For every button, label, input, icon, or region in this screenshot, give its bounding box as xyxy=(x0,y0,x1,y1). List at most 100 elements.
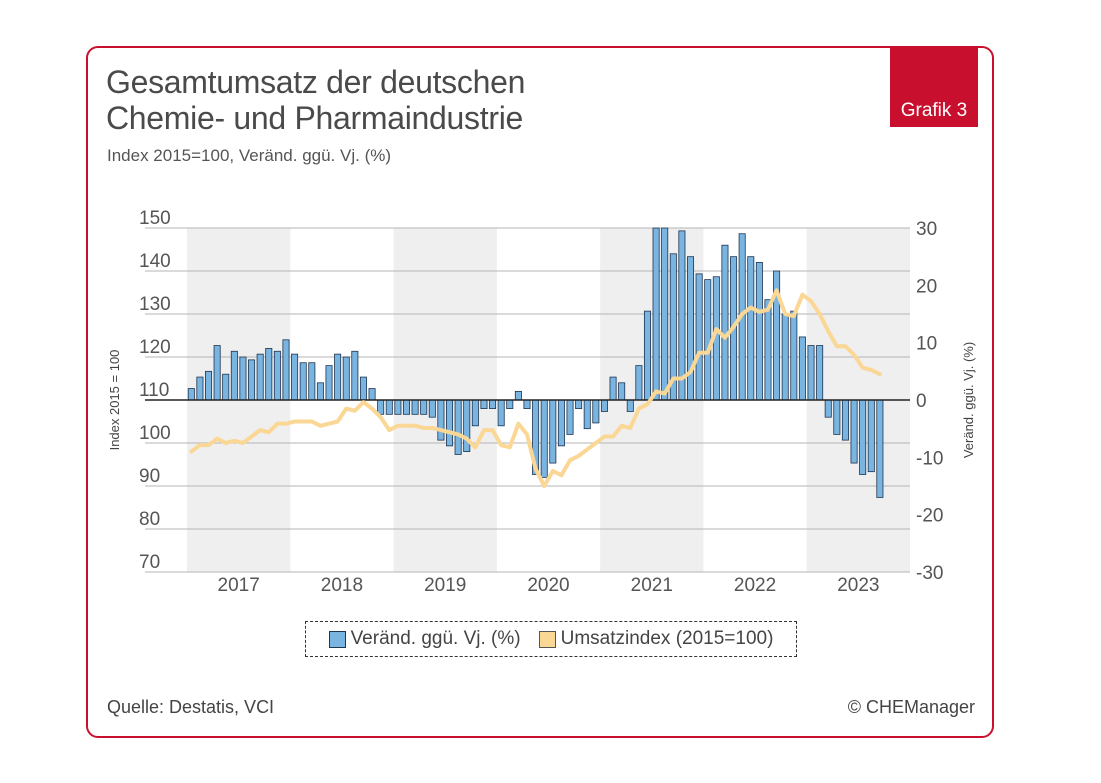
title-line-2: Chemie- und Pharmaindustrie xyxy=(106,100,523,136)
bar-mark xyxy=(609,376,617,401)
bar-mark xyxy=(497,399,505,427)
bar-mark xyxy=(549,399,557,464)
bar-mark xyxy=(446,399,454,447)
title-line-1: Gesamtumsatz der deutschen xyxy=(106,64,526,100)
bar-mark xyxy=(334,353,342,401)
bar-mark xyxy=(351,350,359,401)
legend-label-line: Umsatzindex (2015=100) xyxy=(560,628,774,649)
bar-mark xyxy=(781,313,789,401)
bar-mark xyxy=(850,399,858,464)
bar-mark xyxy=(876,399,884,498)
bar-mark xyxy=(248,359,256,401)
bar-mark xyxy=(704,279,712,401)
bar-mark xyxy=(230,350,238,401)
bar-mark xyxy=(480,399,488,410)
bar-mark xyxy=(557,399,565,447)
bar-mark xyxy=(205,370,213,401)
bar-mark xyxy=(747,256,755,401)
bar-mark xyxy=(437,399,445,441)
left-tick-label: 70 xyxy=(139,552,160,573)
left-tick-label: 140 xyxy=(139,251,171,272)
bar-mark xyxy=(411,399,419,415)
bar-mark xyxy=(187,388,195,401)
legend-item-bars: Veränd. ggü. Vj. (%) xyxy=(328,628,521,650)
bar-mark xyxy=(592,399,600,424)
bar-mark xyxy=(652,227,660,401)
bar-mark xyxy=(643,310,651,401)
bar-mark xyxy=(316,382,324,401)
legend-label-bars: Veränd. ggü. Vj. (%) xyxy=(350,628,521,649)
x-tick-label: 2019 xyxy=(424,575,466,596)
bar-mark xyxy=(385,399,393,415)
bar-mark xyxy=(661,227,669,401)
left-axis-title: Index 2015 = 100 xyxy=(107,350,122,451)
bar-mark xyxy=(471,399,479,427)
bar-mark xyxy=(566,399,574,435)
bar-mark xyxy=(196,376,204,401)
bar-mark xyxy=(222,373,230,401)
bar-mark xyxy=(626,399,634,412)
bar-mark xyxy=(575,399,583,410)
badge-label: Grafik 3 xyxy=(900,100,968,121)
right-tick-label: 20 xyxy=(916,276,937,297)
bar-mark xyxy=(342,356,350,401)
index-line xyxy=(189,288,882,488)
bar-mark xyxy=(428,399,436,418)
x-tick-label: 2020 xyxy=(527,575,569,596)
x-tick-label: 2017 xyxy=(218,575,260,596)
bar-mark xyxy=(540,399,548,478)
chart-legend: Veränd. ggü. Vj. (%) Umsatzindex (2015=1… xyxy=(305,621,797,657)
bar-mark xyxy=(583,399,591,430)
bar-mark xyxy=(600,399,608,412)
x-tick-label: 2023 xyxy=(837,575,879,596)
source-note: Quelle: Destatis, VCI xyxy=(107,697,275,717)
bar-mark xyxy=(514,390,522,401)
bar-mark xyxy=(798,336,806,401)
chart-subtitle: Index 2015=100, Veränd. ggü. Vj. (%) xyxy=(107,146,392,165)
x-tick-label: 2021 xyxy=(631,575,673,596)
bar-mark xyxy=(402,399,410,415)
left-tick-label: 110 xyxy=(139,380,169,401)
right-tick-label: 10 xyxy=(916,334,937,355)
bar-mark xyxy=(807,345,815,401)
bar-mark xyxy=(816,345,824,401)
bar-mark xyxy=(282,339,290,401)
left-tick-label: 150 xyxy=(139,208,171,229)
bar-mark xyxy=(687,256,695,401)
bar-mark xyxy=(867,399,875,473)
left-tick-label: 130 xyxy=(139,294,171,315)
bar-mark xyxy=(377,399,385,415)
legend-swatch-line xyxy=(538,630,556,648)
legend-swatch-bars xyxy=(328,630,346,648)
bar-mark xyxy=(506,399,514,410)
bar-mark xyxy=(764,299,772,401)
bar-mark xyxy=(618,382,626,401)
bar-mark xyxy=(265,347,273,401)
bar-mark xyxy=(359,376,367,401)
right-tick-label: -20 xyxy=(916,506,943,527)
bar-mark xyxy=(308,362,316,401)
bar-mark xyxy=(824,399,832,418)
x-tick-label: 2022 xyxy=(734,575,776,596)
chart-title: Gesamtumsatz der deutschen Chemie- und P… xyxy=(106,64,525,136)
left-tick-label: 80 xyxy=(139,509,160,530)
bar-mark xyxy=(368,388,376,401)
bar-mark xyxy=(635,365,643,401)
right-tick-label: -30 xyxy=(916,563,943,584)
bar-mark xyxy=(299,362,307,401)
bar-mark xyxy=(841,399,849,441)
bar-mark xyxy=(256,353,264,401)
right-tick-label: -10 xyxy=(916,448,943,469)
bar-mark xyxy=(420,399,428,415)
bar-mark xyxy=(213,345,221,401)
bar-mark xyxy=(755,261,763,401)
bar-mark xyxy=(695,273,703,401)
x-tick-label: 2018 xyxy=(321,575,363,596)
left-tick-label: 90 xyxy=(139,466,160,487)
right-tick-label: 0 xyxy=(916,391,927,412)
right-tick-label: 30 xyxy=(916,219,937,240)
bar-mark xyxy=(273,350,281,401)
left-tick-label: 120 xyxy=(139,337,171,358)
bar-mark xyxy=(463,399,471,452)
